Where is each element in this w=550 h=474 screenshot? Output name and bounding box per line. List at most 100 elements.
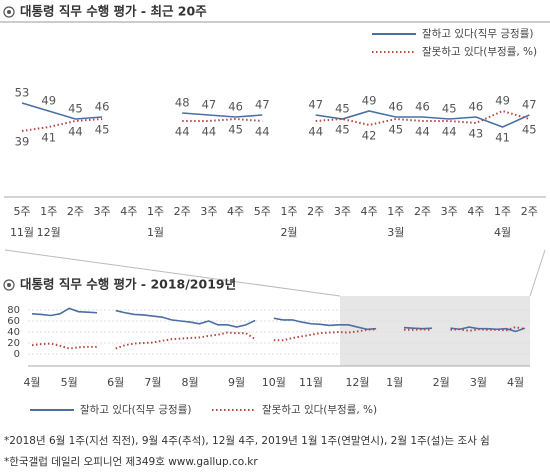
x-tick-label: 2주 [67,205,84,218]
value-label: 45 [335,123,350,137]
value-label: 47 [522,98,537,112]
x-tick-label: 9월 [228,376,245,389]
value-label: 42 [362,129,377,143]
x-tick-label: 2월 [433,376,450,389]
series-line [182,112,263,118]
icon [3,279,15,291]
series-line [403,326,432,330]
x-tick-label: 1주 [280,205,297,218]
value-label: 45 [388,123,403,137]
x-tick-label: 2주 [174,205,191,218]
value-label: 53 [15,86,30,100]
zoom-line [4,249,341,297]
x-tick-label: 3주 [334,205,351,218]
x-group-label: 11월 [10,226,34,239]
x-tick-label: 1주 [494,205,511,218]
value-label: 45 [522,123,537,137]
series-line [450,326,526,333]
value-label: 44 [442,125,457,139]
x-tick-label: 7월 [144,376,161,389]
x-tick-label: 1주 [387,205,404,218]
value-label: 44 [202,125,217,139]
series-line [273,317,377,331]
y-tick-label: 40 [7,327,20,338]
value-label: 45 [228,123,243,137]
value-label: 44 [308,125,323,139]
value-label: 39 [15,135,30,149]
series-line [315,110,530,128]
x-tick-label: 4주 [361,205,378,218]
value-label: 44 [68,125,83,139]
x-group-label: 3월 [387,226,404,239]
x-tick-label: 2주 [521,205,538,218]
value-label: 43 [469,127,484,141]
x-tick-label: 5주 [13,205,30,218]
y-tick-label: 80 [7,305,20,316]
legend-label: 잘하고 있다(직무 긍정률) [80,403,191,416]
x-tick-label: 11월 [299,376,323,389]
value-label: 41 [495,131,510,145]
x-tick-label: 5주 [254,205,271,218]
value-label: 47 [308,98,323,112]
series-line [115,331,256,350]
chart-title: 대통령 직무 수행 평가 - 최근 20주 [20,4,207,19]
value-label: 45 [335,102,350,116]
icon [3,6,15,18]
series-line [182,117,263,122]
x-tick-label: 3주 [200,205,217,218]
series-line [273,328,377,342]
value-label: 45 [68,102,83,116]
x-tick-label: 1주 [147,205,164,218]
series-line [21,102,103,120]
x-tick-label: 5월 [61,376,78,389]
x-tick-label: 4주 [467,205,484,218]
highlight-region [340,296,530,366]
x-tick-label: 3월 [470,376,487,389]
legend-label: 잘못하고 있다(부정률, %) [422,45,537,58]
series-line [404,328,432,331]
value-label: 47 [202,98,217,112]
value-label: 45 [442,102,457,116]
footnote: *한국갤럽 데일리 오피니언 제349호 www.gallup.co.kr [4,455,258,468]
value-label: 46 [415,100,430,114]
x-tick-label: 6월 [107,376,124,389]
zoom-line [529,249,546,297]
value-label: 44 [255,125,270,139]
series-line [21,118,103,132]
x-tick-label: 8월 [182,376,199,389]
value-label: 47 [255,98,270,112]
value-label: 49 [495,94,510,108]
value-label: 48 [175,96,190,110]
value-label: 41 [41,131,56,145]
value-label: 45 [95,123,110,137]
value-label: 49 [362,94,377,108]
x-group-label: 12월 [37,226,61,239]
footnote: *2018년 6월 1주(지선 직전), 9월 4주(추석), 12월 4주, … [4,435,490,447]
series-line [115,309,256,328]
x-tick-label: 4월 [507,376,524,389]
x-tick-label: 10월 [262,376,286,389]
value-label: 46 [95,100,110,114]
x-group-label: 4월 [494,226,511,239]
y-tick-label: 60 [7,316,20,327]
series-line [450,326,526,332]
value-label: 46 [388,100,403,114]
value-label: 44 [415,125,430,139]
y-tick-label: 20 [7,338,20,349]
x-group-label: 2월 [280,226,297,239]
x-tick-label: 1주 [40,205,57,218]
x-tick-label: 3주 [441,205,458,218]
x-tick-label: 2주 [307,205,324,218]
value-label: 44 [175,125,190,139]
value-label: 46 [228,100,243,114]
value-label: 49 [41,94,56,108]
x-group-label: 1월 [147,226,164,239]
series-line [31,307,98,317]
chart-title: 대통령 직무 수행 평가 - 2018/2019년 [20,277,236,292]
x-tick-label: 2주 [414,205,431,218]
x-tick-label: 1월 [386,376,403,389]
x-tick-label: 4주 [120,205,137,218]
x-tick-label: 4월 [23,376,40,389]
x-tick-label: 12월 [345,376,369,389]
